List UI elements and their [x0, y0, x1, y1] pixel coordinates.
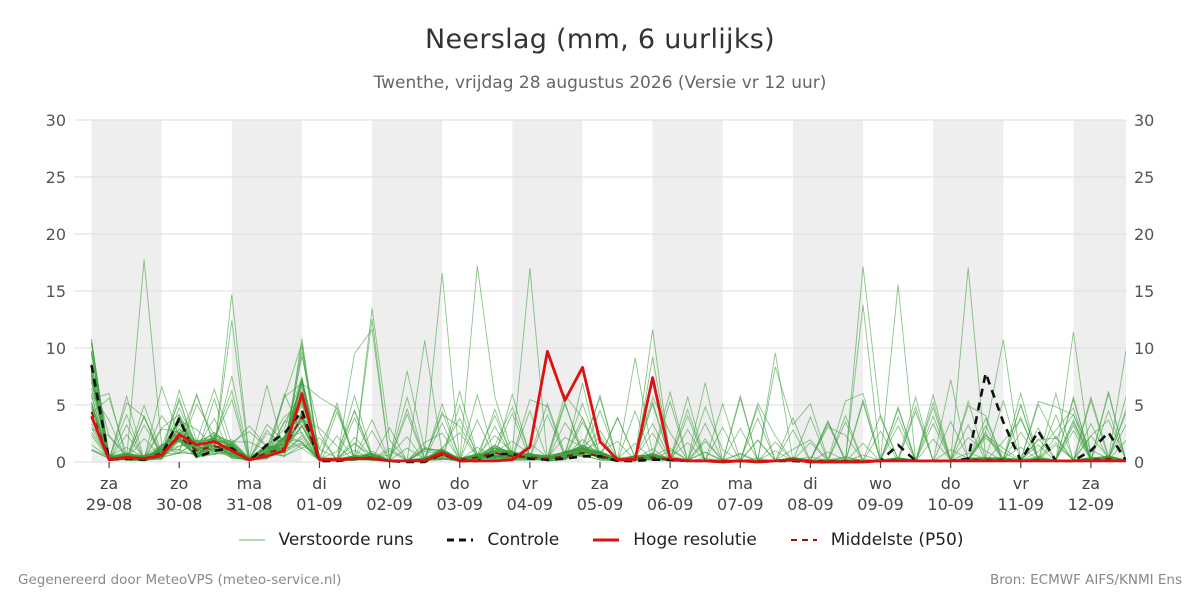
- x-tick-label-date: 05-09: [577, 495, 624, 514]
- legend-median-label: Middelste (P50): [830, 530, 964, 550]
- x-tick-label-weekday: do: [941, 474, 961, 493]
- legend-median-swatch: [790, 539, 817, 541]
- x-tick-label-weekday: za: [591, 474, 609, 493]
- x-tick-label-date: 30-08: [156, 495, 203, 514]
- legend-control-label: Controle: [487, 530, 560, 550]
- y-tick-label-left: 15: [46, 282, 66, 301]
- x-tick-label-date: 29-08: [86, 495, 133, 514]
- x-tick-label-date: 07-09: [717, 495, 764, 514]
- x-tick-label-date: 01-09: [296, 495, 343, 514]
- y-tick-label-right: 25: [1134, 168, 1154, 187]
- x-tick-label-weekday: wo: [869, 474, 892, 493]
- x-tick-label-date: 06-09: [647, 495, 694, 514]
- x-tick-label-date: 03-09: [436, 495, 483, 514]
- x-tick-label-date: 31-08: [226, 495, 273, 514]
- x-tick-label-weekday: di: [312, 474, 327, 493]
- x-tick-label-weekday: za: [100, 474, 118, 493]
- y-tick-label-left: 5: [56, 396, 66, 415]
- x-tick-label-date: 10-09: [927, 495, 974, 514]
- x-tick-label-weekday: wo: [378, 474, 401, 493]
- x-tick-label-date: 12-09: [1068, 495, 1115, 514]
- legend-control[interactable]: Controle: [445, 530, 559, 550]
- x-tick-label-weekday: ma: [237, 474, 262, 493]
- page-subtitle: Twenthe, vrijdag 28 augustus 2026 (Versi…: [373, 73, 827, 93]
- x-tick-label-date: 09-09: [857, 495, 904, 514]
- x-tick-label-weekday: vr: [1013, 474, 1029, 493]
- y-tick-label-left: 10: [46, 339, 66, 358]
- legend-hires-label: Hoge resolutie: [633, 530, 757, 550]
- hires-line: [90, 350, 1126, 464]
- x-tick-label-date: 08-09: [787, 495, 834, 514]
- legend-hires[interactable]: Hoge resolutie: [591, 530, 757, 550]
- y-tick-label-right: 20: [1134, 225, 1154, 244]
- footer-source: Bron: ECMWF AIFS/KNMI Ens: [989, 572, 1182, 588]
- x-tick-label-weekday: za: [1082, 474, 1100, 493]
- x-tick-label-weekday: vr: [522, 474, 538, 493]
- x-tick-label-weekday: do: [450, 474, 470, 493]
- legend-hires-swatch: [593, 538, 620, 542]
- legend-median[interactable]: Middelste (P50): [789, 530, 964, 550]
- y-tick-label-left: 0: [56, 453, 66, 472]
- x-tick-label-weekday: zo: [170, 474, 188, 493]
- y-tick-label-left: 30: [46, 111, 66, 130]
- y-tick-label-left: 25: [46, 168, 66, 187]
- y-tick-label-right: 10: [1134, 339, 1154, 358]
- y-tick-label-right: 0: [1134, 453, 1144, 472]
- legend-ensemble-swatch: [238, 539, 265, 541]
- y-tick-label-right: 5: [1134, 396, 1144, 415]
- x-tick-label-date: 11-09: [998, 495, 1045, 514]
- legend-control-swatch: [447, 538, 474, 542]
- legend-ensemble-label: Verstoorde runs: [278, 530, 414, 550]
- x-tick-label-date: 02-09: [366, 495, 413, 514]
- x-tick-label-weekday: ma: [728, 474, 753, 493]
- y-tick-label-right: 30: [1134, 111, 1154, 130]
- footer-generator: Gegenereerd door MeteoVPS (meteo-service…: [18, 572, 342, 588]
- x-tick-label-weekday: di: [803, 474, 818, 493]
- chart-legend: Verstoorde runs Controle Hoge resolutie …: [0, 530, 1200, 550]
- legend-ensemble[interactable]: Verstoorde runs: [237, 530, 414, 550]
- x-tick-label-weekday: zo: [661, 474, 679, 493]
- page-title: Neerslag (mm, 6 uurlijks): [425, 24, 775, 55]
- y-tick-label-left: 20: [46, 225, 66, 244]
- x-tick-label-date: 04-09: [507, 495, 554, 514]
- y-tick-label-right: 15: [1134, 282, 1154, 301]
